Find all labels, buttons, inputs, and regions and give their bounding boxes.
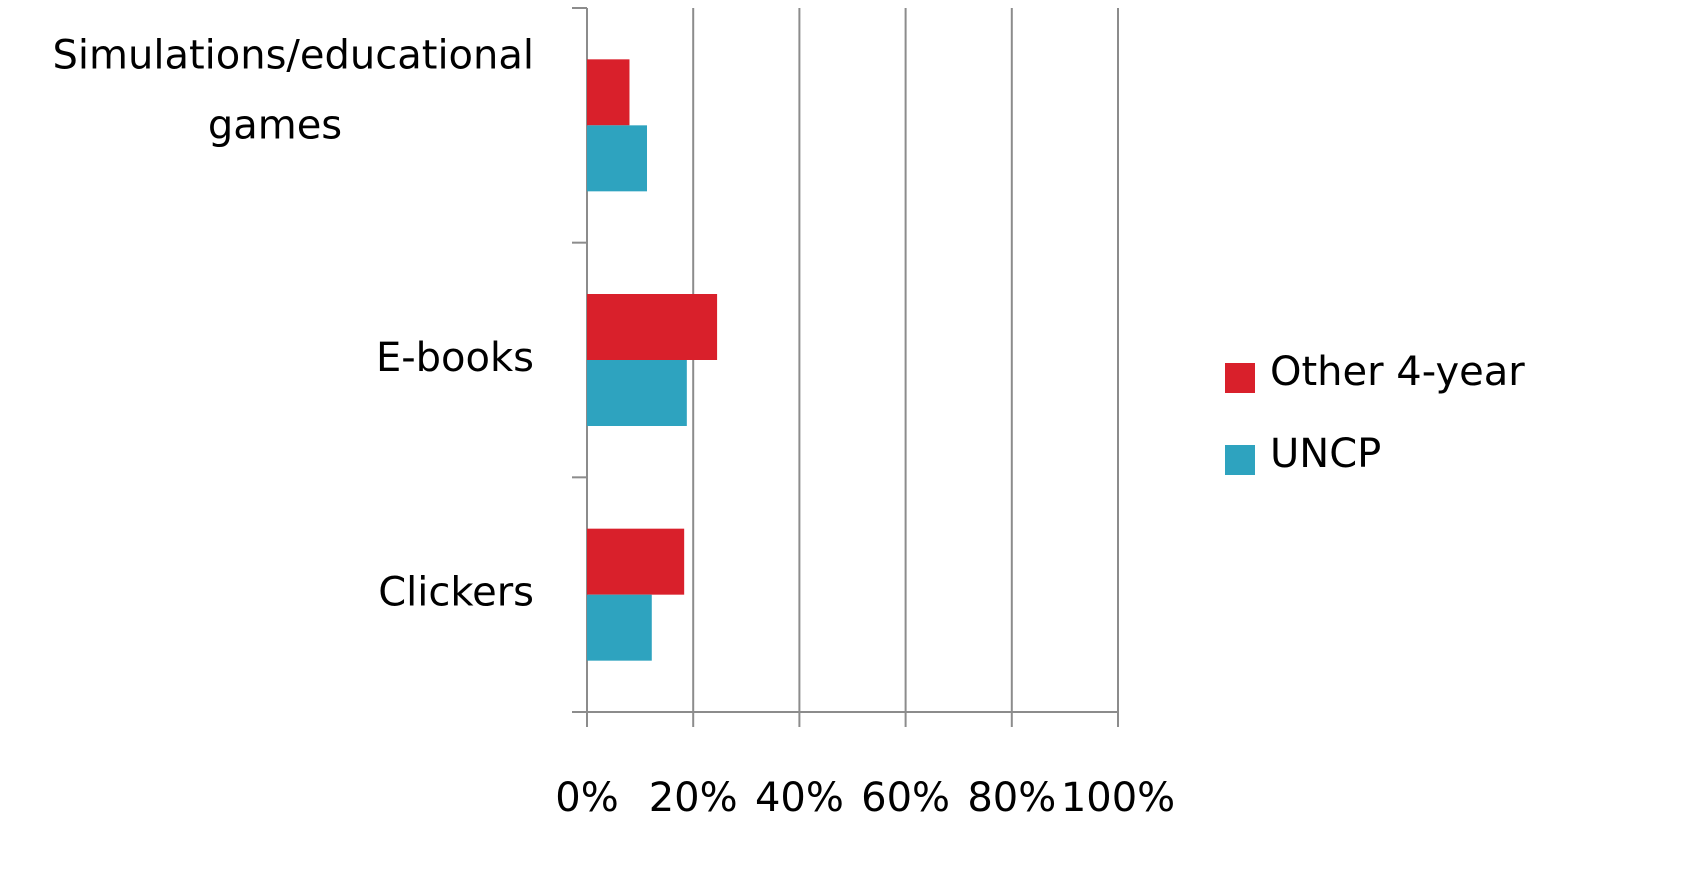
bar [587,360,687,426]
y-tick-label: Clickers [378,570,534,616]
x-tick-label: 60% [861,775,950,821]
x-tick-label: 0% [555,775,618,821]
legend-label: UNCP [1270,431,1381,477]
x-tick-label: 40% [755,775,844,821]
legend-swatch [1225,363,1255,393]
label-line: games [208,102,342,148]
x-tick-label: 20% [649,775,738,821]
label-line: Simulations/educational [53,32,534,78]
y-tick-label: Simulations/educational games [53,32,534,148]
bar [587,59,630,126]
y-tick-label: E-books [376,335,534,381]
x-tick-label: 100% [1061,775,1175,821]
x-tick-label: 80% [967,775,1056,821]
bar [587,528,685,595]
legend-swatch [1225,445,1255,475]
bar [587,594,652,661]
bar [587,294,718,360]
bar [587,125,648,192]
legend-label: Other 4-year [1270,349,1525,395]
